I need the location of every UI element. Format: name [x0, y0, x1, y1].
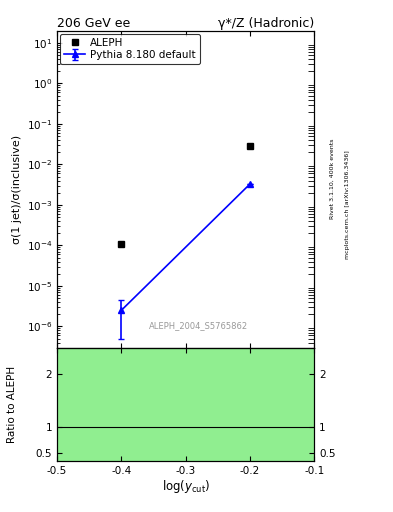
Text: mcplots.cern.ch [arXiv:1306.3436]: mcplots.cern.ch [arXiv:1306.3436] [345, 151, 350, 259]
Text: ALEPH_2004_S5765862: ALEPH_2004_S5765862 [149, 321, 248, 330]
Y-axis label: σ(1 jet)/σ(inclusive): σ(1 jet)/σ(inclusive) [12, 135, 22, 244]
Text: γ*/Z (Hadronic): γ*/Z (Hadronic) [218, 16, 314, 30]
X-axis label: $\log(y_{\rm cut})$: $\log(y_{\rm cut})$ [162, 478, 210, 496]
Text: Rivet 3.1.10, 400k events: Rivet 3.1.10, 400k events [330, 139, 334, 220]
Legend: ALEPH, Pythia 8.180 default: ALEPH, Pythia 8.180 default [60, 34, 200, 65]
ALEPH [119, 241, 124, 247]
ALEPH [248, 143, 252, 150]
Y-axis label: Ratio to ALEPH: Ratio to ALEPH [7, 366, 17, 443]
Line: ALEPH: ALEPH [118, 143, 253, 247]
Text: 206 GeV ee: 206 GeV ee [57, 16, 130, 30]
